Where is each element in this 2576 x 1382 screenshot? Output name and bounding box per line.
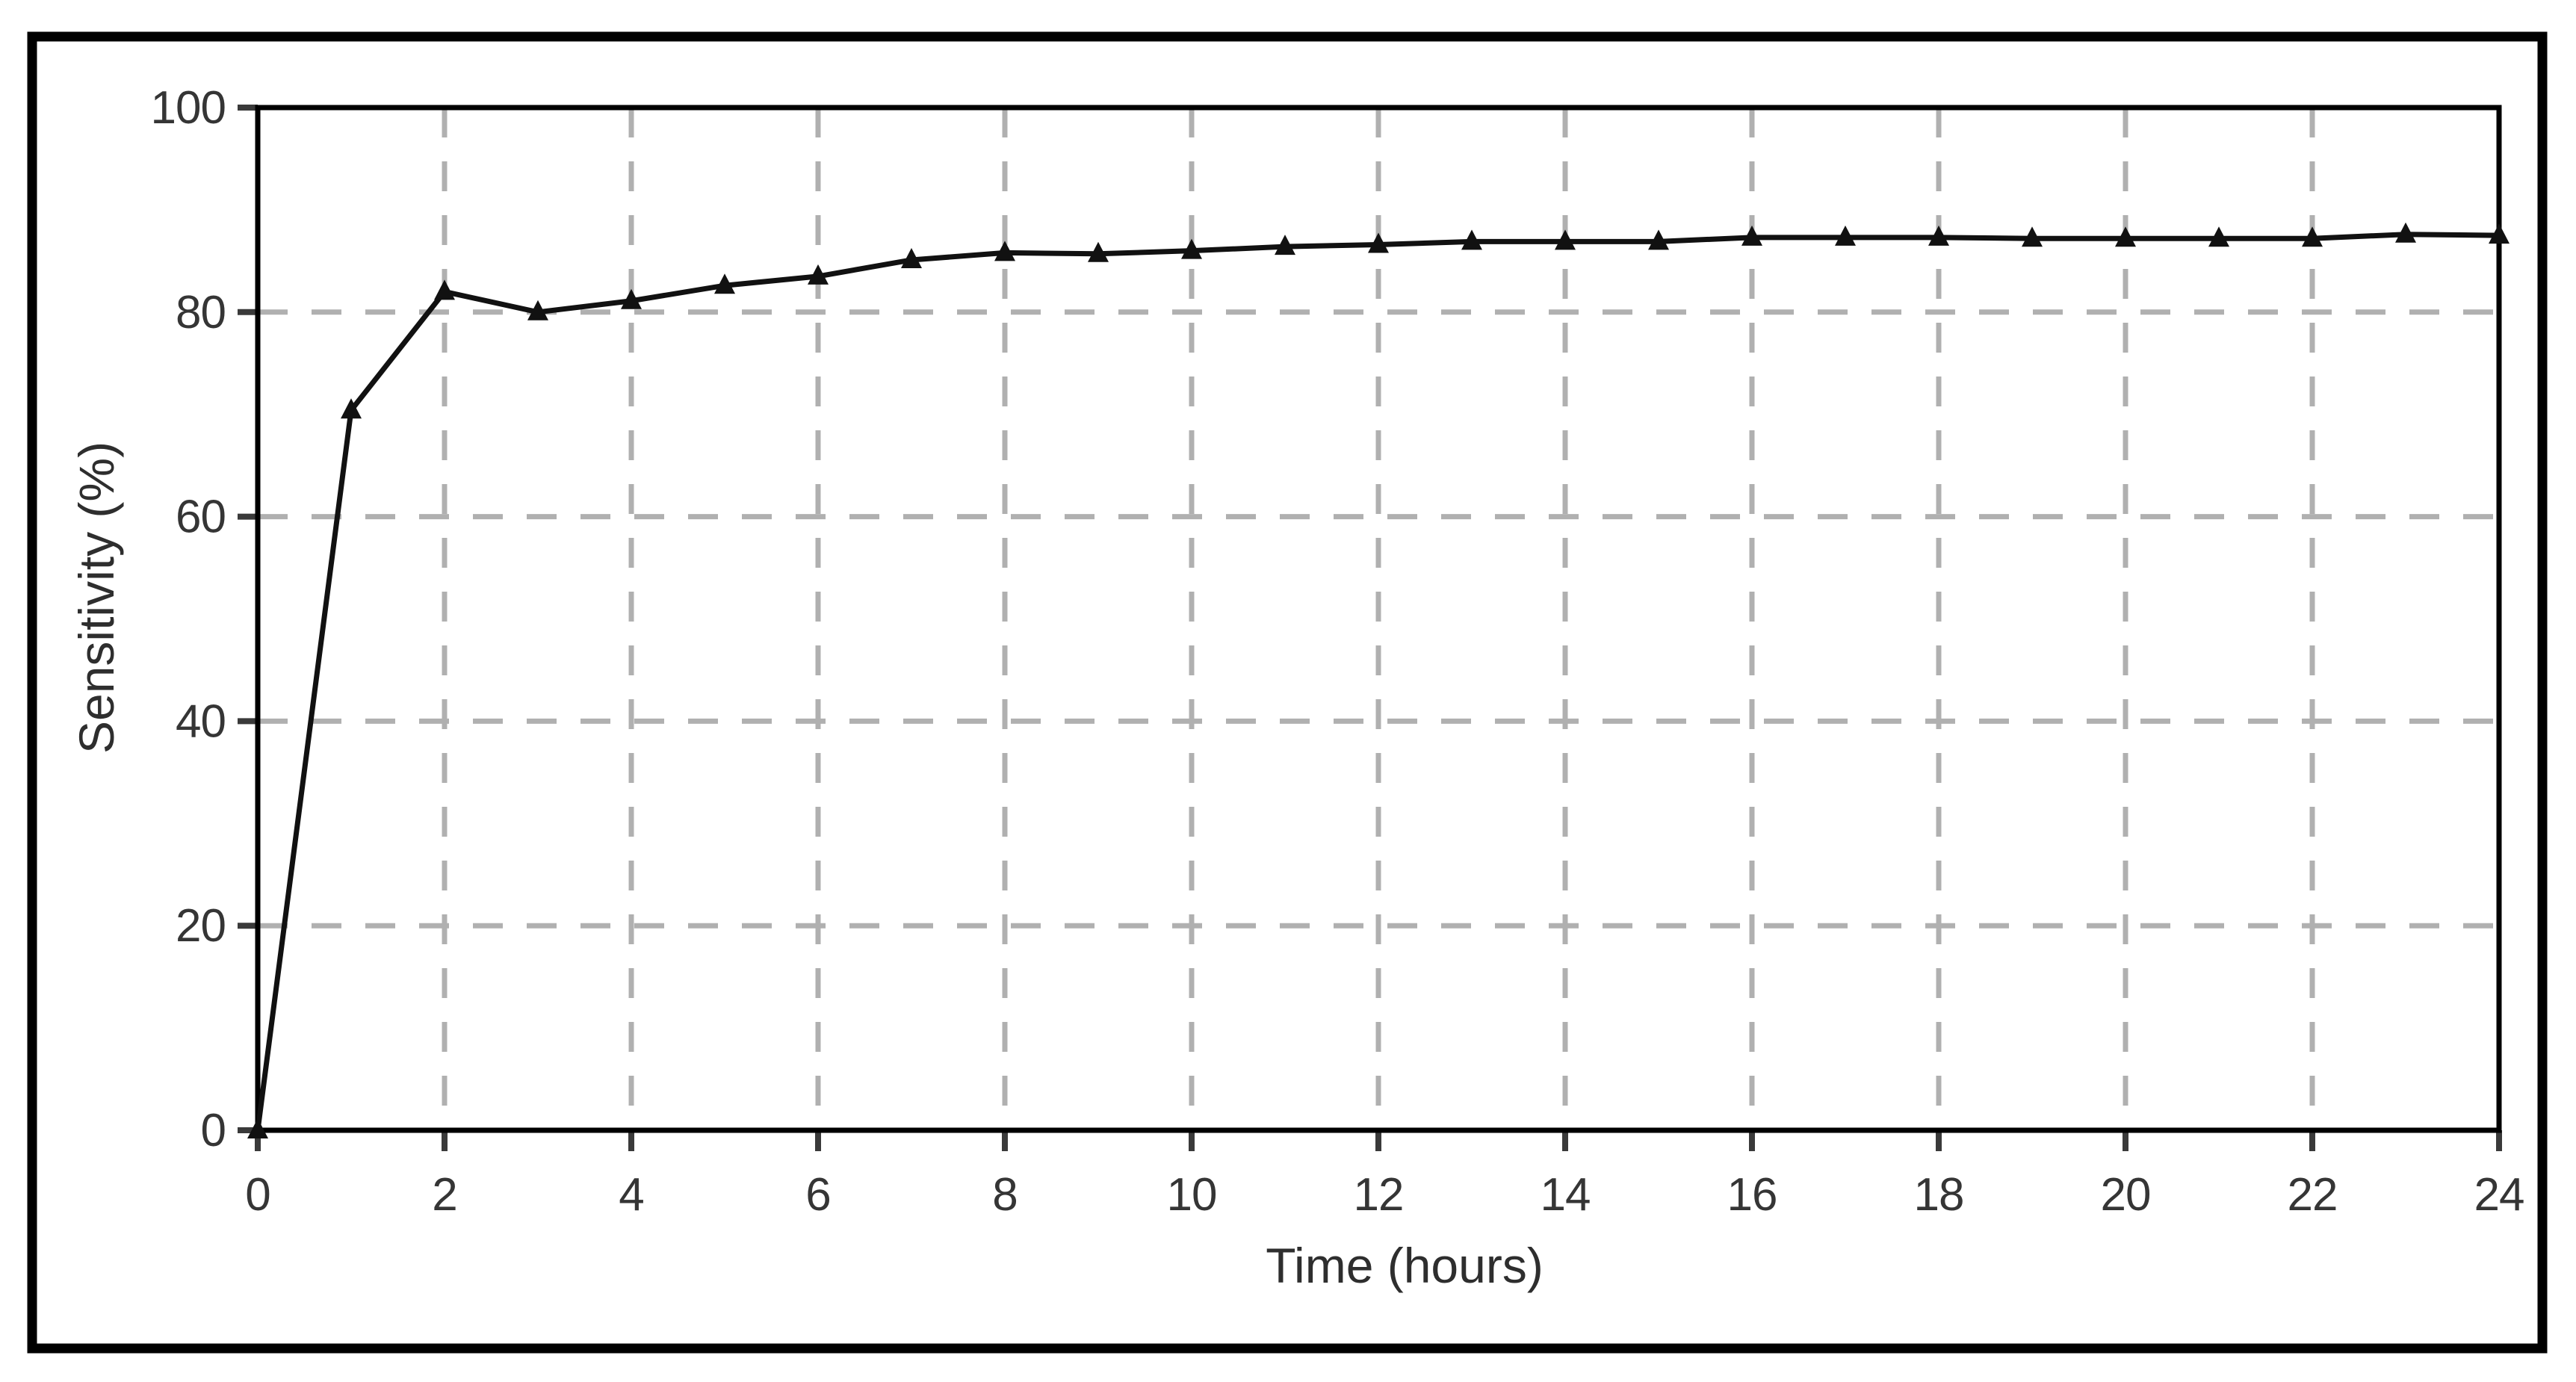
data-point-marker: [527, 300, 548, 320]
x-tick-label-2: 2: [432, 1169, 456, 1221]
data-point-marker: [1181, 238, 1202, 259]
data-point-marker: [714, 273, 735, 294]
y-tick-label-80: 80: [176, 287, 226, 338]
x-tick-label-24: 24: [2474, 1169, 2524, 1221]
data-point-marker: [1648, 229, 1669, 250]
data-point-marker: [994, 241, 1015, 261]
data-series: [247, 222, 2510, 1138]
x-tick-label-4: 4: [619, 1169, 643, 1221]
y-axis-title: Sensitivity (%): [69, 441, 124, 754]
x-tick-label-22: 22: [2288, 1169, 2338, 1221]
data-point-marker: [2022, 226, 2043, 247]
data-point-marker: [1741, 225, 1762, 246]
data-point-marker: [2115, 226, 2136, 247]
x-tick-label-14: 14: [1541, 1169, 1591, 1221]
y-tick-label-20: 20: [176, 900, 226, 952]
data-point-marker: [1275, 235, 1295, 255]
data-point-marker: [2395, 222, 2416, 243]
axis-ticks: [238, 105, 2502, 1151]
data-point-marker: [2302, 226, 2323, 247]
y-tick-label-60: 60: [176, 492, 226, 543]
x-tick-label-0: 0: [245, 1169, 270, 1221]
plot-box: [255, 105, 2502, 1133]
data-point-marker: [2208, 226, 2229, 247]
y-tick-label-100: 100: [151, 82, 226, 134]
x-tick-label-10: 10: [1167, 1169, 1217, 1221]
data-point-marker: [341, 398, 362, 419]
data-point-marker: [1555, 229, 1576, 250]
data-point-marker: [1835, 225, 1856, 246]
gridlines: [258, 108, 2499, 1130]
data-point-marker: [1368, 232, 1389, 253]
data-point-marker: [247, 1118, 268, 1138]
y-tick-label-40: 40: [176, 695, 226, 747]
x-tick-label-6: 6: [805, 1169, 830, 1221]
data-point-marker: [901, 247, 922, 268]
data-point-marker: [621, 288, 642, 309]
figure-border: [27, 31, 2548, 1354]
data-point-marker: [434, 279, 455, 300]
x-axis-title: Time (hours): [1266, 1238, 1544, 1293]
data-point-marker: [1088, 241, 1109, 262]
data-point-marker: [808, 264, 829, 285]
plot-area-border: [255, 105, 2502, 1133]
x-tick-label-20: 20: [2101, 1169, 2151, 1221]
data-point-marker: [2489, 223, 2510, 244]
x-tick-label-12: 12: [1354, 1169, 1404, 1221]
x-tick-label-16: 16: [1727, 1169, 1777, 1221]
x-tick-label-18: 18: [1914, 1169, 1964, 1221]
data-point-marker: [1928, 225, 1949, 246]
x-tick-label-8: 8: [992, 1169, 1017, 1221]
y-tick-label-0: 0: [201, 1105, 226, 1156]
data-point-marker: [1461, 229, 1482, 250]
